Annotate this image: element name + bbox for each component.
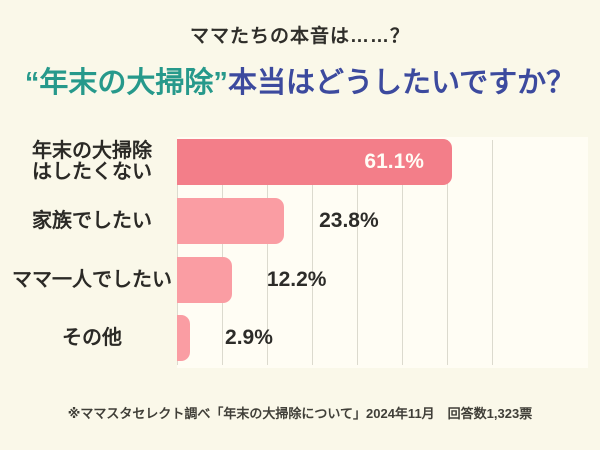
bar xyxy=(177,315,191,361)
category-label-line: 家族でしたい xyxy=(32,209,152,232)
category-label: 家族でしたい xyxy=(8,198,176,244)
gridline xyxy=(402,140,403,365)
bar-row-1: 年末の大掃除 はしたくない 61.1% xyxy=(0,139,600,185)
gridline xyxy=(177,140,178,365)
category-label-line: はしたくない xyxy=(32,161,152,183)
category-label-line: ママ一人でしたい xyxy=(12,268,172,291)
value-label: 12.2% xyxy=(266,268,327,291)
category-label-line: その他 xyxy=(62,326,122,349)
gridline xyxy=(267,140,268,365)
source-footnote: ※ママスタセレクト調べ「年末の大掃除について」2024年11月 回答数1,323… xyxy=(67,406,533,421)
value-label: 2.9% xyxy=(225,326,273,349)
value-label: 23.8% xyxy=(319,209,379,232)
gridline xyxy=(312,140,313,365)
title-highlight: “年末の大掃除” xyxy=(24,67,228,99)
gridline xyxy=(447,140,448,365)
chart-subtitle: ママたちの本音は……？ xyxy=(189,26,410,47)
bar-row-2: 家族でしたい 23.8% xyxy=(0,198,600,244)
category-label-line: 年末の大掃除 xyxy=(32,140,152,162)
category-label: その他 xyxy=(8,315,176,361)
bar-row-3: ママ一人でしたい 12.2% xyxy=(0,257,600,303)
title-rest: 本当はどうしたいですか？ xyxy=(227,67,576,99)
page-title: “年末の大掃除”本当はどうしたいですか？ xyxy=(0,59,600,101)
gridline xyxy=(492,140,493,365)
bar xyxy=(177,139,452,185)
gridline xyxy=(222,140,223,365)
category-label: ママ一人でしたい xyxy=(8,257,176,303)
bar xyxy=(177,198,285,244)
bar-row-4: その他 2.9% xyxy=(0,315,600,361)
gridline xyxy=(357,140,358,365)
value-label: 61.1% xyxy=(364,150,424,173)
category-label: 年末の大掃除 はしたくない xyxy=(8,139,176,185)
bar xyxy=(177,257,232,303)
